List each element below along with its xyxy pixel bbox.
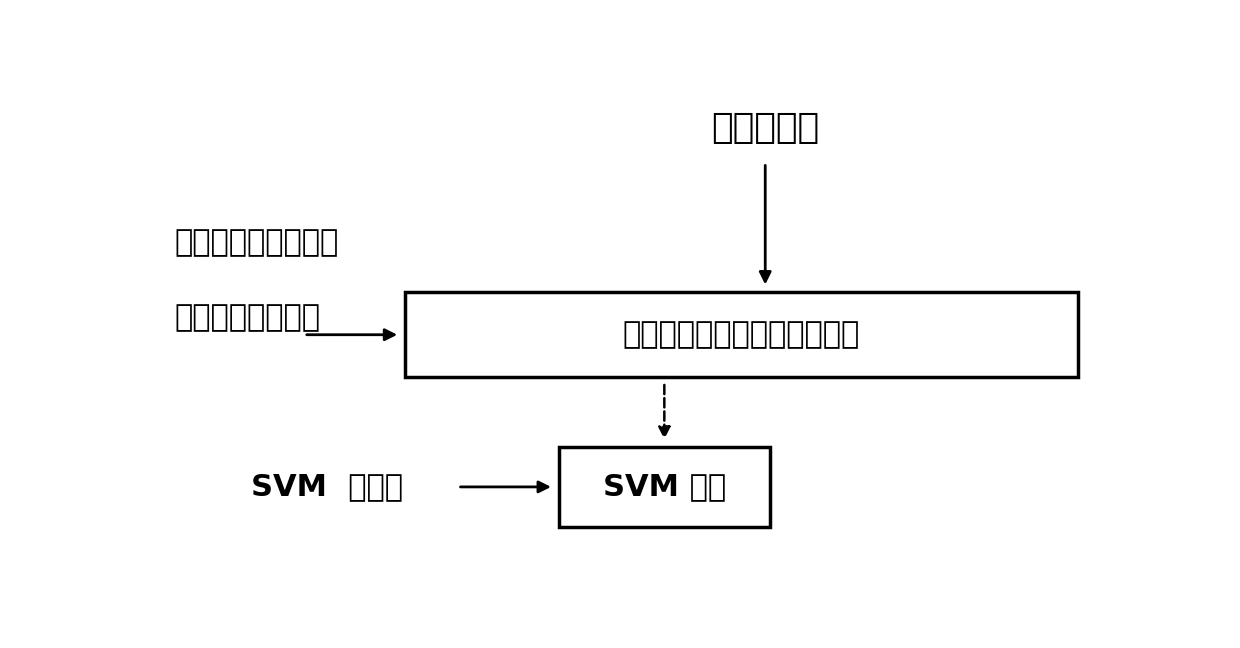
Bar (558, 447, 770, 527)
Text: 背景噪声统计模型: 背景噪声统计模型 (174, 303, 320, 332)
Text: 计算两个模型概率以及信噪比: 计算两个模型概率以及信噪比 (622, 320, 859, 349)
Text: 纯净语音统计模型、: 纯净语音统计模型、 (174, 228, 339, 257)
Text: SVM  三分模: SVM 三分模 (250, 472, 403, 502)
Text: SVM 判决: SVM 判决 (603, 472, 725, 502)
Text: 待测试音频: 待测试音频 (712, 111, 820, 145)
Bar (404, 292, 1078, 377)
